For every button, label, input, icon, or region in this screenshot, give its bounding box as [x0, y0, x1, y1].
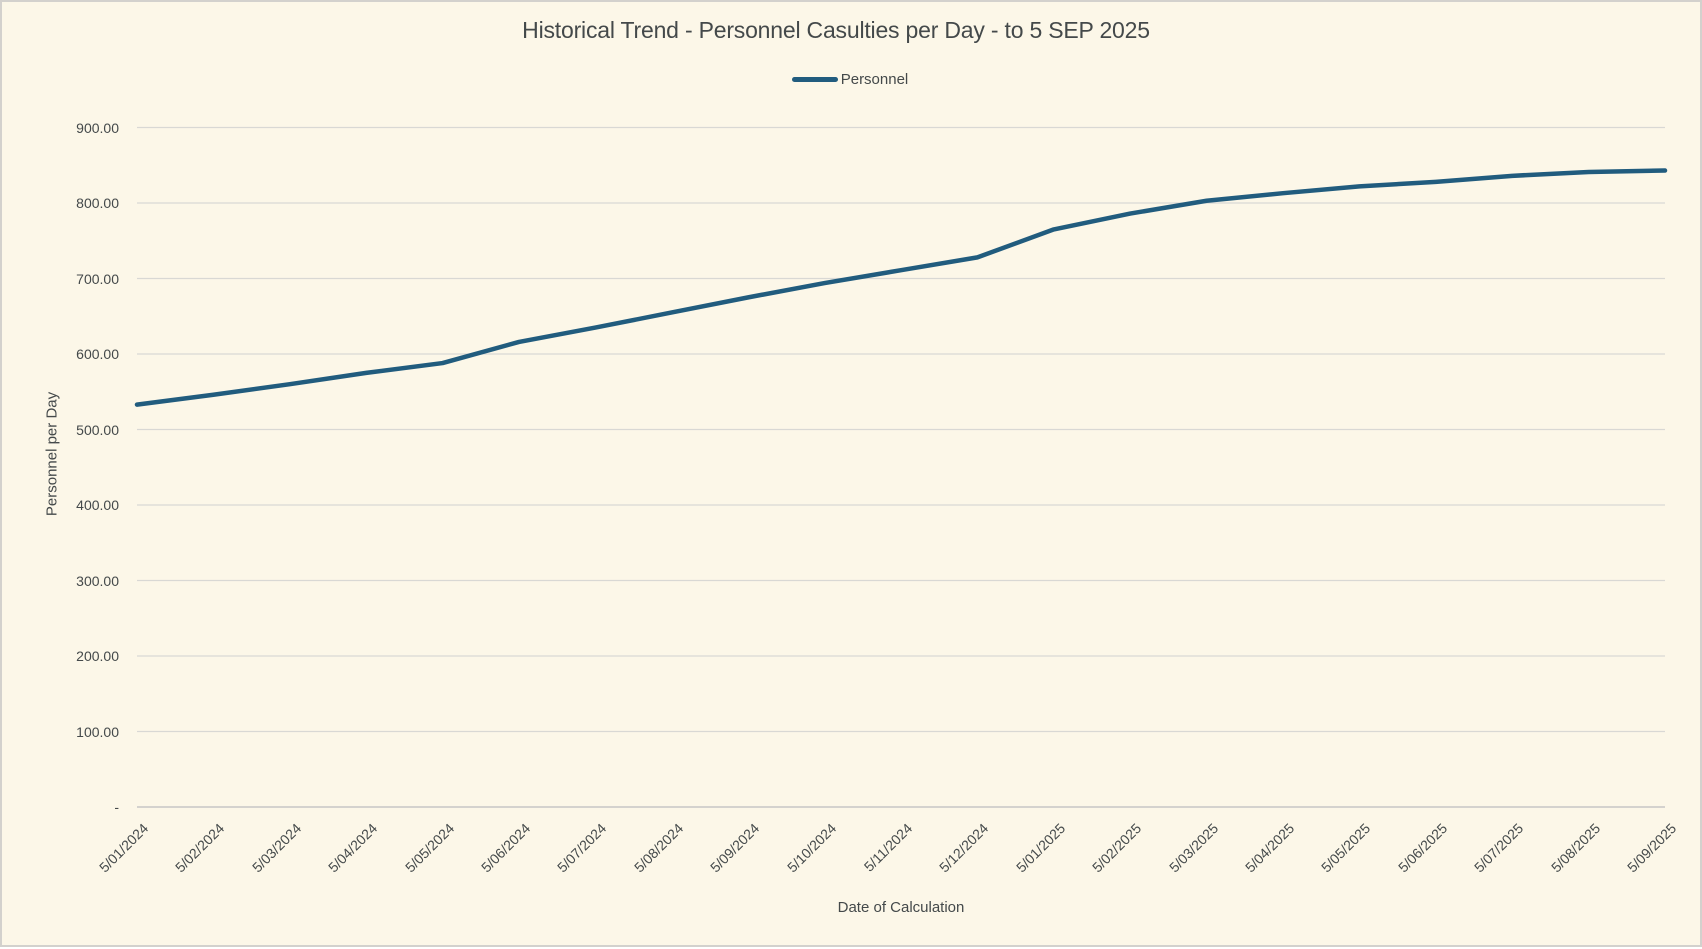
y-tick-label: 700.00 [22, 269, 119, 289]
personnel-line-series[interactable] [137, 171, 1665, 405]
y-tick-label: 400.00 [22, 495, 119, 515]
y-tick-label: 200.00 [22, 646, 119, 666]
y-tick-label: 900.00 [22, 118, 119, 138]
y-tick-label: 800.00 [22, 193, 119, 213]
y-tick-label: - [22, 797, 119, 817]
y-tick-label: 100.00 [22, 722, 119, 742]
y-tick-label: 500.00 [22, 420, 119, 440]
y-tick-label: 300.00 [22, 571, 119, 591]
x-axis-title: Date of Calculation [137, 899, 1665, 916]
y-tick-label: 600.00 [22, 344, 119, 364]
y-axis-title: Personnel per Day [44, 392, 61, 516]
